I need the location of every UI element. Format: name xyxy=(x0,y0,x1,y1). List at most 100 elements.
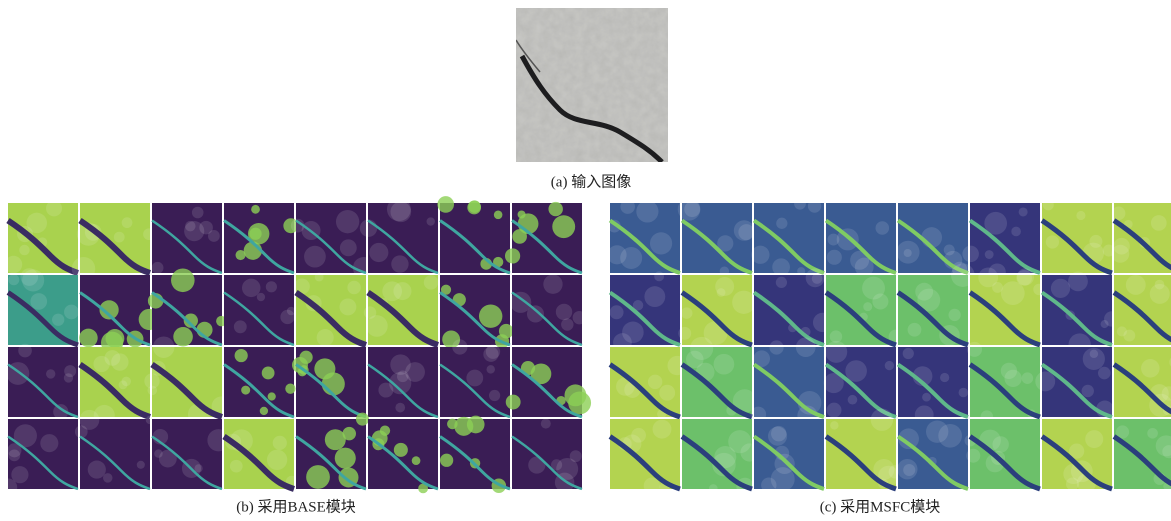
texture xyxy=(267,450,287,470)
texture xyxy=(347,281,361,295)
texture xyxy=(122,217,133,228)
texture xyxy=(1141,359,1160,378)
texture xyxy=(356,413,369,426)
texture xyxy=(93,356,109,372)
texture xyxy=(564,384,586,406)
texture xyxy=(556,304,572,320)
feature-map xyxy=(440,416,510,493)
texture xyxy=(1112,207,1126,221)
texture xyxy=(304,246,326,268)
texture xyxy=(27,213,48,234)
texture xyxy=(1022,372,1034,384)
feature-map xyxy=(1114,419,1171,491)
texture xyxy=(336,210,359,233)
texture xyxy=(8,449,20,461)
feature-map xyxy=(224,419,298,489)
texture xyxy=(397,371,409,383)
texture xyxy=(114,232,125,243)
texture xyxy=(369,243,388,262)
texture xyxy=(1046,235,1059,248)
texture xyxy=(1098,367,1111,380)
feature-map xyxy=(292,347,366,417)
texture xyxy=(390,201,411,222)
texture xyxy=(922,393,931,402)
feature-map xyxy=(1042,419,1112,493)
texture xyxy=(427,217,435,225)
texture xyxy=(173,327,193,347)
feature-map xyxy=(678,275,755,345)
texture xyxy=(452,339,467,354)
texture xyxy=(339,299,356,316)
feature-map xyxy=(678,198,755,276)
feature-map xyxy=(510,275,586,345)
texture xyxy=(659,385,675,401)
texture xyxy=(717,288,726,297)
texture xyxy=(1147,428,1158,439)
texture xyxy=(5,256,22,273)
texture xyxy=(241,386,250,395)
texture xyxy=(412,456,421,465)
texture xyxy=(466,370,483,387)
texture xyxy=(46,369,55,378)
texture xyxy=(280,310,294,324)
texture xyxy=(489,390,500,401)
texture xyxy=(962,246,978,262)
feature-map xyxy=(751,198,824,276)
texture xyxy=(1035,371,1055,391)
texture xyxy=(825,341,847,363)
texture xyxy=(251,205,260,214)
texture xyxy=(395,403,405,413)
texture xyxy=(808,199,821,212)
caption-b: (b) 采用BASE模块 xyxy=(236,498,356,515)
feature-background xyxy=(970,419,1040,489)
feature-map xyxy=(144,336,231,425)
texture xyxy=(796,337,816,357)
texture xyxy=(1068,271,1088,291)
texture xyxy=(505,248,520,263)
texture xyxy=(467,201,481,215)
texture xyxy=(1089,235,1102,248)
texture xyxy=(948,309,960,321)
texture xyxy=(732,291,755,314)
feature-map xyxy=(294,272,366,346)
texture xyxy=(794,198,806,210)
texture xyxy=(378,383,393,398)
texture xyxy=(364,306,376,318)
feature-map xyxy=(826,203,896,276)
texture xyxy=(769,340,783,354)
texture xyxy=(1011,227,1021,237)
texture xyxy=(314,358,335,379)
texture xyxy=(317,329,334,346)
texture xyxy=(959,388,969,398)
texture xyxy=(681,307,692,318)
texture xyxy=(340,239,357,256)
feature-map xyxy=(8,268,79,345)
feature-map xyxy=(437,196,510,273)
texture xyxy=(751,246,769,264)
texture xyxy=(738,224,754,240)
texture xyxy=(797,267,805,275)
texture xyxy=(636,200,658,222)
texture xyxy=(903,348,914,359)
texture xyxy=(242,279,261,298)
texture xyxy=(772,258,790,276)
texture xyxy=(506,395,521,410)
page: (a) 输入图像 (b) 采用BASE模块 (c) 采用MSFC模块 (() =… xyxy=(0,0,1171,521)
texture xyxy=(437,196,454,213)
feature-map xyxy=(1111,203,1171,273)
texture xyxy=(1126,275,1146,295)
texture xyxy=(926,421,948,443)
texture xyxy=(610,305,624,319)
feature-background xyxy=(224,347,294,417)
texture xyxy=(111,353,128,370)
feature-map xyxy=(610,271,680,352)
texture xyxy=(494,211,503,220)
texture xyxy=(64,365,76,377)
texture xyxy=(830,421,838,429)
feature-map xyxy=(965,419,1040,489)
texture xyxy=(966,449,980,463)
texture xyxy=(440,454,453,467)
texture xyxy=(1001,363,1017,379)
texture xyxy=(776,218,787,229)
feature-map xyxy=(967,342,1040,423)
